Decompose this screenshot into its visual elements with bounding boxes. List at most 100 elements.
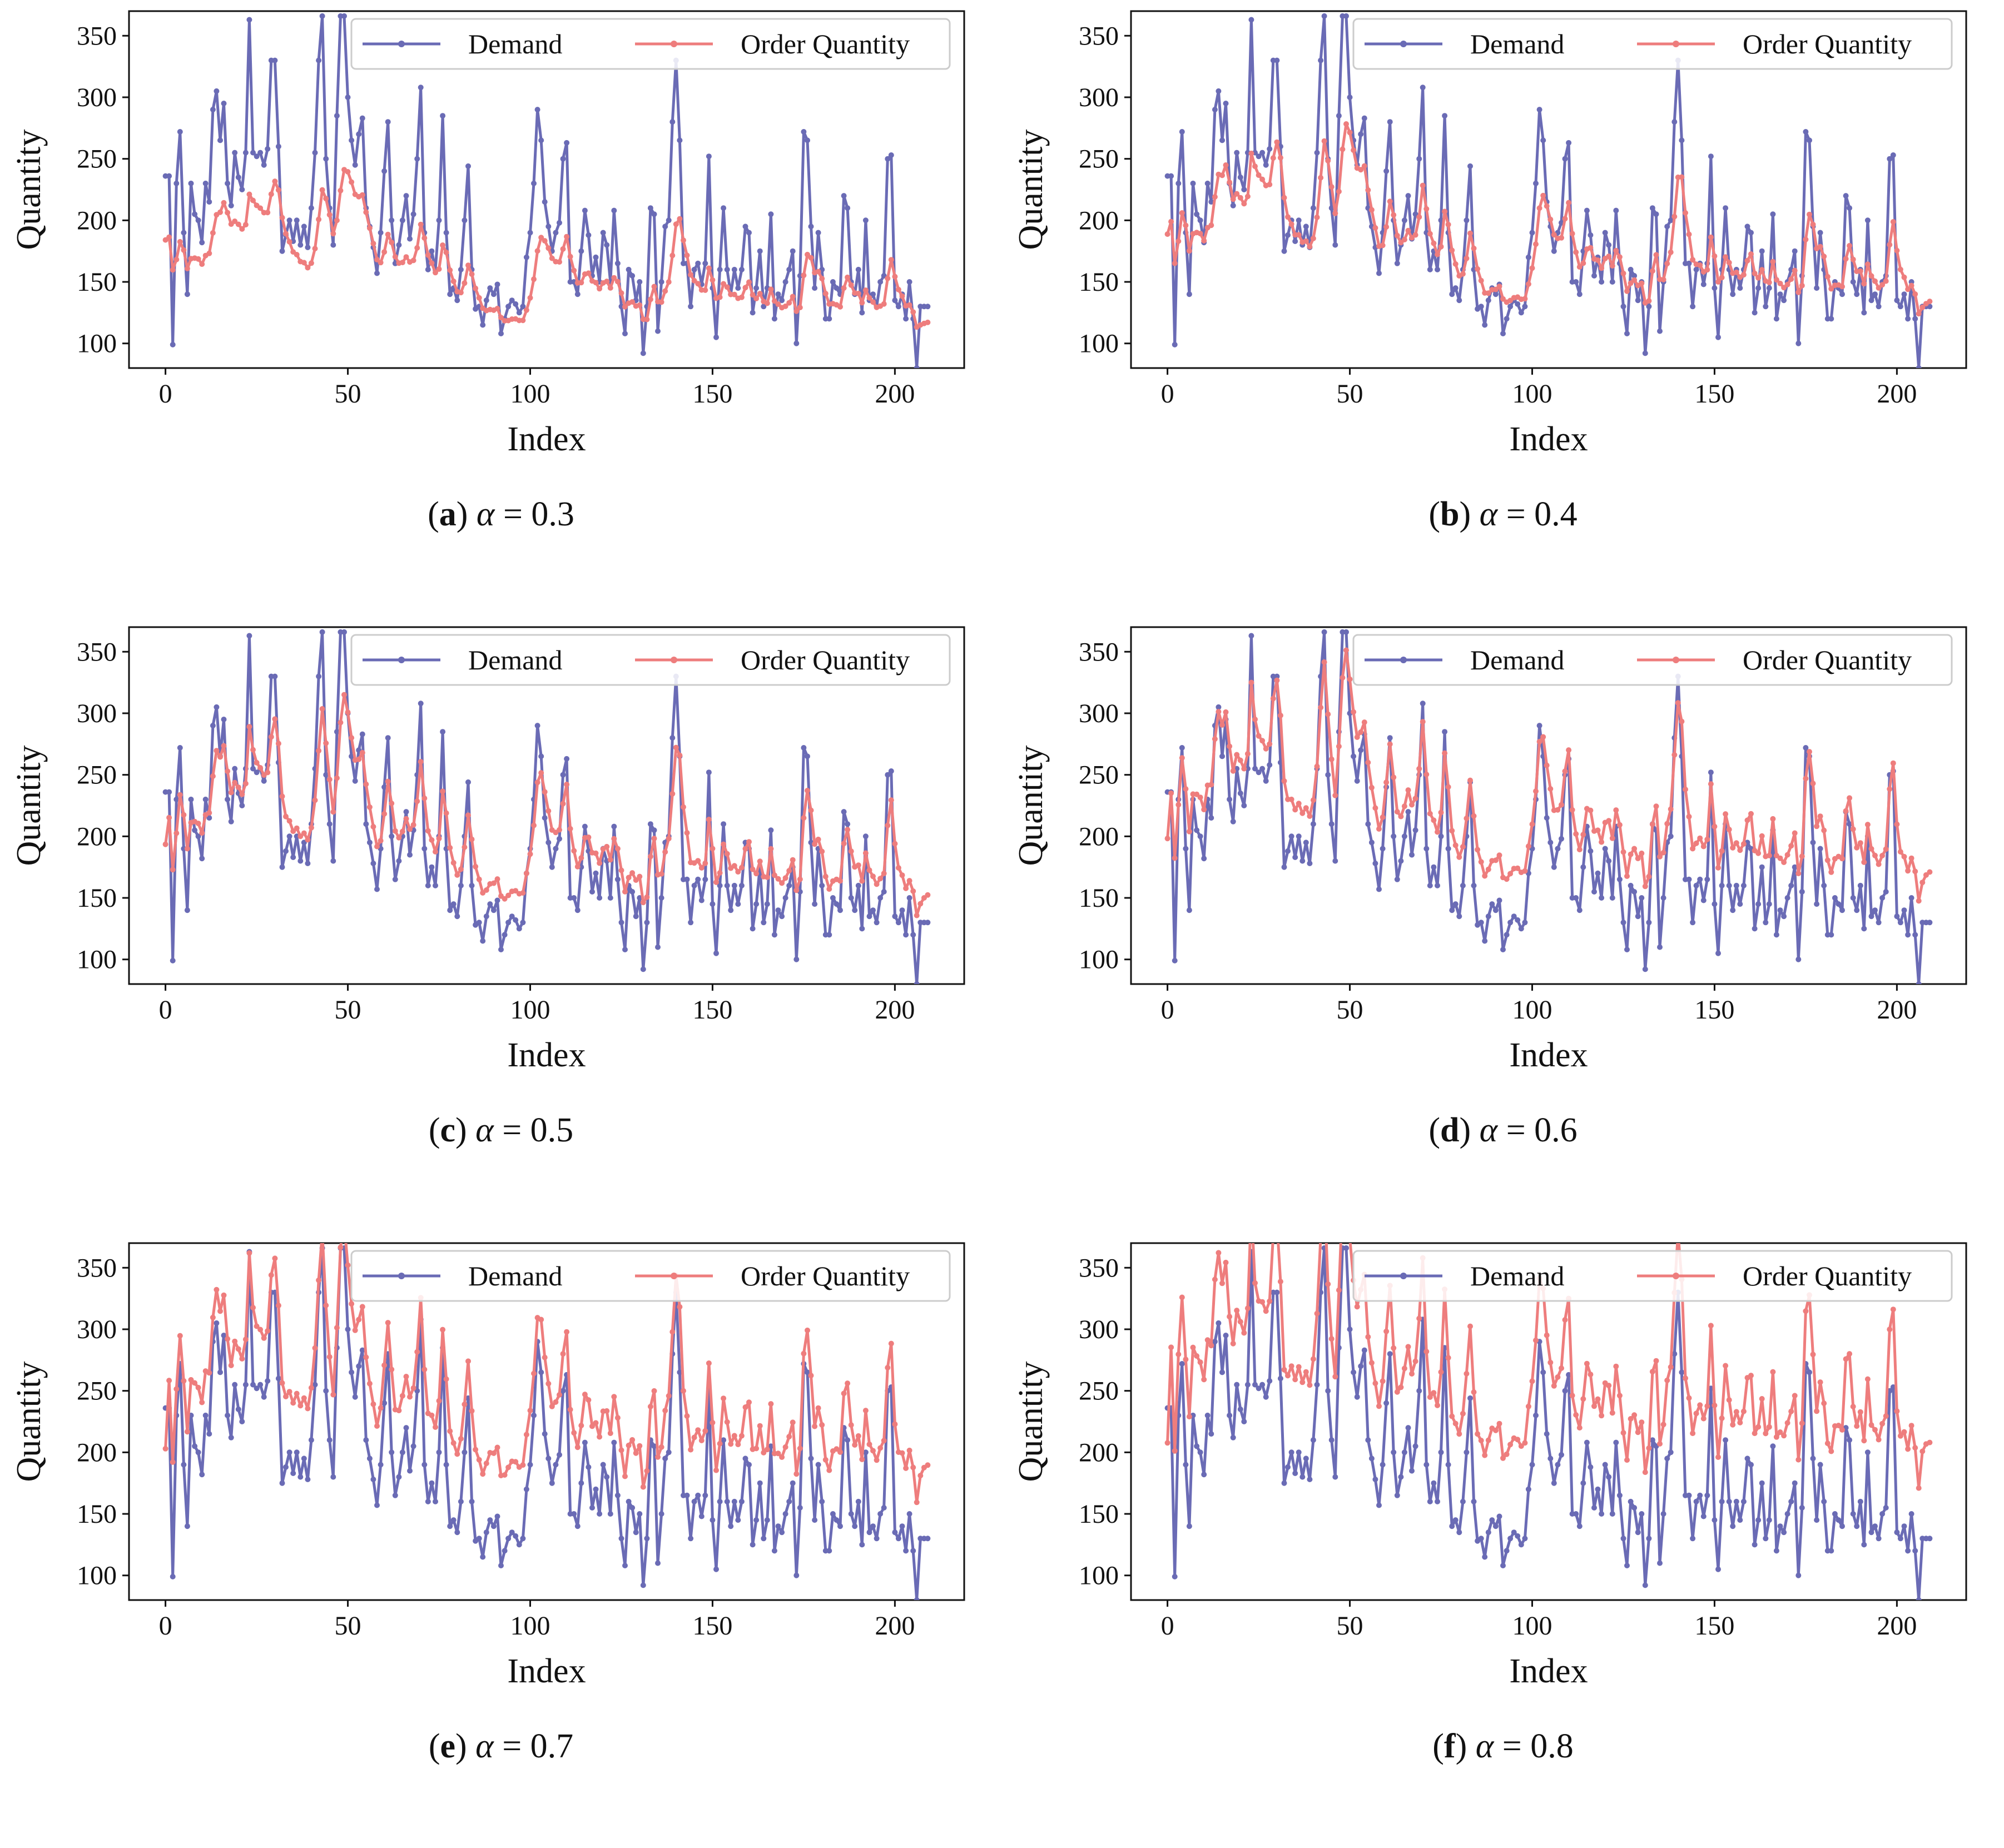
point-order — [582, 1392, 588, 1398]
point-demand — [637, 1511, 643, 1517]
point-demand — [925, 920, 931, 926]
point-demand — [480, 322, 486, 328]
point-order — [717, 870, 723, 876]
y-tick-label: 100 — [1079, 1561, 1119, 1591]
point-demand — [1616, 876, 1623, 882]
point-order — [1340, 146, 1346, 152]
point-order — [801, 1350, 807, 1357]
point-demand — [1464, 217, 1470, 223]
point-order — [553, 1399, 559, 1405]
point-order — [1723, 1363, 1729, 1369]
point-order — [826, 1467, 832, 1473]
point-order — [1449, 828, 1455, 834]
point-order — [338, 719, 344, 726]
x-tick-label: 0 — [159, 379, 172, 409]
point-demand — [1755, 285, 1762, 291]
point-demand — [1507, 304, 1514, 310]
point-order — [885, 1365, 891, 1370]
point-demand — [1354, 1394, 1360, 1400]
point-demand — [392, 876, 398, 882]
point-demand — [1704, 1492, 1710, 1498]
caption-letter: e — [440, 1727, 455, 1765]
point-demand — [1230, 202, 1236, 208]
point-demand — [1839, 907, 1845, 913]
point-demand — [1839, 291, 1845, 297]
point-order — [1391, 1345, 1397, 1351]
point-demand — [1376, 270, 1382, 276]
point-order — [1839, 1427, 1845, 1433]
point-demand — [782, 1511, 788, 1517]
point-order — [1683, 1375, 1688, 1381]
point-order — [1642, 883, 1648, 890]
point-demand — [312, 150, 318, 156]
point-demand — [1492, 1523, 1499, 1529]
point-order — [1595, 827, 1601, 833]
point-demand — [374, 886, 380, 892]
point-order — [1824, 274, 1831, 280]
point-demand — [1631, 1505, 1638, 1511]
legend-marker-demand — [1400, 1273, 1407, 1279]
point-demand — [1511, 913, 1517, 920]
point-demand — [505, 304, 512, 310]
point-demand — [323, 156, 329, 162]
point-order — [349, 179, 355, 185]
point-demand — [604, 1474, 610, 1480]
point-order — [618, 867, 624, 873]
point-order — [542, 789, 548, 795]
point-order — [782, 303, 788, 309]
point-order — [757, 858, 763, 865]
point-demand — [1208, 1431, 1214, 1437]
point-order — [166, 1378, 172, 1384]
point-demand — [1500, 947, 1506, 952]
point-order — [235, 784, 241, 791]
point-demand — [925, 1536, 931, 1542]
point-demand — [1628, 266, 1634, 272]
point-demand — [1861, 1542, 1867, 1548]
point-demand — [217, 1369, 223, 1375]
point-order — [345, 1262, 351, 1268]
point-demand — [859, 310, 865, 316]
point-demand — [1230, 818, 1236, 824]
y-tick-label: 300 — [1079, 83, 1119, 112]
point-demand — [1810, 839, 1816, 846]
point-order — [1748, 1373, 1754, 1379]
point-demand — [246, 633, 252, 639]
point-order — [1828, 286, 1834, 292]
point-demand — [359, 1347, 365, 1353]
point-order — [1248, 150, 1254, 156]
point-order — [1332, 792, 1338, 798]
point-demand — [1518, 926, 1524, 932]
legend-marker-demand — [398, 41, 405, 47]
point-order — [1361, 719, 1367, 726]
point-order — [597, 1434, 603, 1440]
point-order — [717, 294, 723, 300]
point-demand — [235, 1406, 241, 1412]
point-demand — [764, 1517, 770, 1523]
point-order — [217, 209, 223, 215]
point-demand — [614, 1492, 621, 1498]
point-demand — [1861, 926, 1867, 932]
point-demand — [305, 245, 311, 250]
point-order — [283, 813, 289, 819]
point-demand — [1237, 790, 1243, 796]
point-demand — [250, 150, 256, 156]
point-demand — [1467, 163, 1473, 169]
point-order — [195, 821, 201, 827]
point-order — [735, 1442, 741, 1448]
point-order — [797, 876, 803, 882]
point-order — [1693, 1410, 1699, 1417]
point-demand — [1351, 1369, 1357, 1375]
point-demand — [611, 823, 617, 829]
point-demand — [1763, 304, 1769, 310]
point-order — [1401, 803, 1407, 809]
point-order — [396, 834, 402, 841]
point-demand — [1230, 1434, 1236, 1440]
point-order — [614, 279, 621, 285]
point-order — [1525, 1403, 1531, 1409]
point-demand — [1515, 917, 1521, 923]
point-demand — [1492, 291, 1499, 297]
point-demand — [721, 821, 727, 827]
point-demand — [366, 1455, 373, 1462]
point-order — [1435, 251, 1440, 257]
point-order — [1175, 802, 1182, 808]
